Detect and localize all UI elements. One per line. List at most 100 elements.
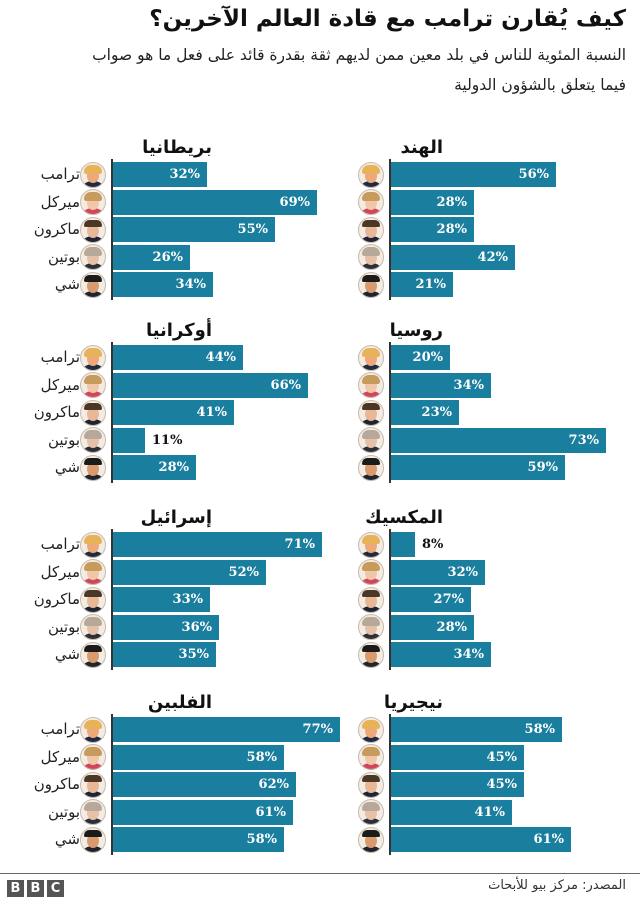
leader-label: شي (54, 645, 80, 663)
data-bar (391, 772, 524, 797)
macron-face-icon (358, 216, 384, 243)
putin-face-icon (80, 614, 106, 640)
value-label: 33% (172, 592, 203, 607)
value-label: 34% (453, 647, 484, 662)
data-bar (113, 532, 322, 557)
merkel-face-icon (358, 189, 384, 215)
value-label: 28% (436, 194, 467, 210)
macron-face-icon (358, 771, 384, 798)
putin-face-icon (358, 799, 384, 825)
value-label: 32% (169, 167, 200, 182)
value-label: 71% (284, 537, 315, 552)
trump-face-icon (358, 344, 384, 371)
panel-axis (389, 714, 391, 855)
leader-label: ترامب (40, 348, 80, 366)
macron-face-icon (358, 399, 384, 426)
trump-face-icon (358, 716, 384, 743)
leader-label: ميركل (40, 192, 80, 211)
value-label: 41% (474, 804, 505, 820)
source-note: المصدر: مركز بيو للأبحاث (488, 878, 626, 893)
data-bar (113, 827, 284, 852)
value-label: 26% (152, 249, 183, 265)
xi-face-icon (80, 454, 106, 481)
value-label: 66% (270, 377, 301, 393)
leader-label: ميركل (40, 375, 80, 394)
value-label: 77% (302, 722, 333, 737)
value-label: 62% (258, 777, 289, 792)
putin-face-icon (80, 244, 106, 270)
panel-axis (111, 714, 113, 855)
panel-axis (111, 342, 113, 483)
merkel-face-icon (80, 189, 106, 215)
bbc-logo-block: B (27, 880, 44, 897)
value-label: 28% (436, 222, 467, 237)
value-label: 58% (246, 749, 277, 765)
data-bar (391, 217, 474, 242)
data-bar (391, 532, 415, 557)
value-label: 21% (415, 277, 446, 292)
bbc-logo-block: C (47, 880, 64, 897)
value-label: 69% (279, 194, 310, 210)
bbc-logo-block: B (7, 880, 24, 897)
trump-face-icon (80, 531, 106, 558)
value-label: 56% (518, 167, 549, 182)
value-label: 42% (477, 249, 508, 265)
value-label: 20% (412, 350, 443, 365)
data-bar (391, 455, 565, 480)
trump-face-icon (80, 344, 106, 371)
putin-face-icon (80, 427, 106, 453)
data-bar (113, 162, 207, 187)
data-bar (113, 345, 243, 370)
merkel-face-icon (358, 744, 384, 770)
panel-axis (111, 159, 113, 300)
macron-face-icon (80, 216, 106, 243)
data-bar (391, 372, 491, 398)
panel-title: الفلبين (147, 692, 212, 713)
data-bar (113, 189, 317, 215)
footer-divider (0, 873, 640, 874)
data-bar (113, 642, 216, 667)
value-label: 61% (533, 832, 564, 847)
data-bar (113, 772, 296, 797)
value-label: 61% (255, 804, 286, 820)
data-bar (113, 244, 190, 270)
xi-face-icon (358, 454, 384, 481)
value-label: 11% (152, 432, 183, 448)
panel-axis (389, 159, 391, 300)
data-bar (113, 559, 266, 585)
value-label: 58% (246, 832, 277, 847)
data-bar (113, 799, 293, 825)
data-bar (113, 587, 210, 612)
macron-face-icon (80, 586, 106, 613)
data-bar (391, 642, 491, 667)
data-bar (113, 427, 145, 453)
panel-title: إسرائيل (140, 507, 212, 528)
putin-face-icon (358, 614, 384, 640)
xi-face-icon (80, 271, 106, 298)
data-bar (391, 400, 459, 425)
data-bar (391, 244, 515, 270)
leader-label: ميركل (40, 747, 80, 766)
data-bar (391, 162, 556, 187)
macron-face-icon (80, 771, 106, 798)
trump-face-icon (80, 161, 106, 188)
data-bar (391, 272, 453, 297)
leader-label: بوتين (47, 617, 80, 636)
data-bar (391, 427, 606, 453)
chart-subtitle: النسبة المئوية للناس في بلد معين ممن لدي… (92, 46, 626, 94)
leader-label: بوتين (47, 802, 80, 821)
xi-face-icon (80, 826, 106, 853)
panel-title: المكسيك (365, 507, 443, 528)
value-label: 27% (433, 592, 464, 607)
leader-label: ترامب (40, 165, 80, 183)
data-bar (113, 400, 234, 425)
macron-face-icon (358, 586, 384, 613)
data-bar (391, 345, 450, 370)
value-label: 8% (422, 537, 444, 552)
value-label: 45% (486, 777, 517, 792)
data-bar (391, 799, 512, 825)
data-bar (391, 559, 485, 585)
data-bar (391, 744, 524, 770)
data-bar (391, 827, 571, 852)
macron-face-icon (80, 399, 106, 426)
